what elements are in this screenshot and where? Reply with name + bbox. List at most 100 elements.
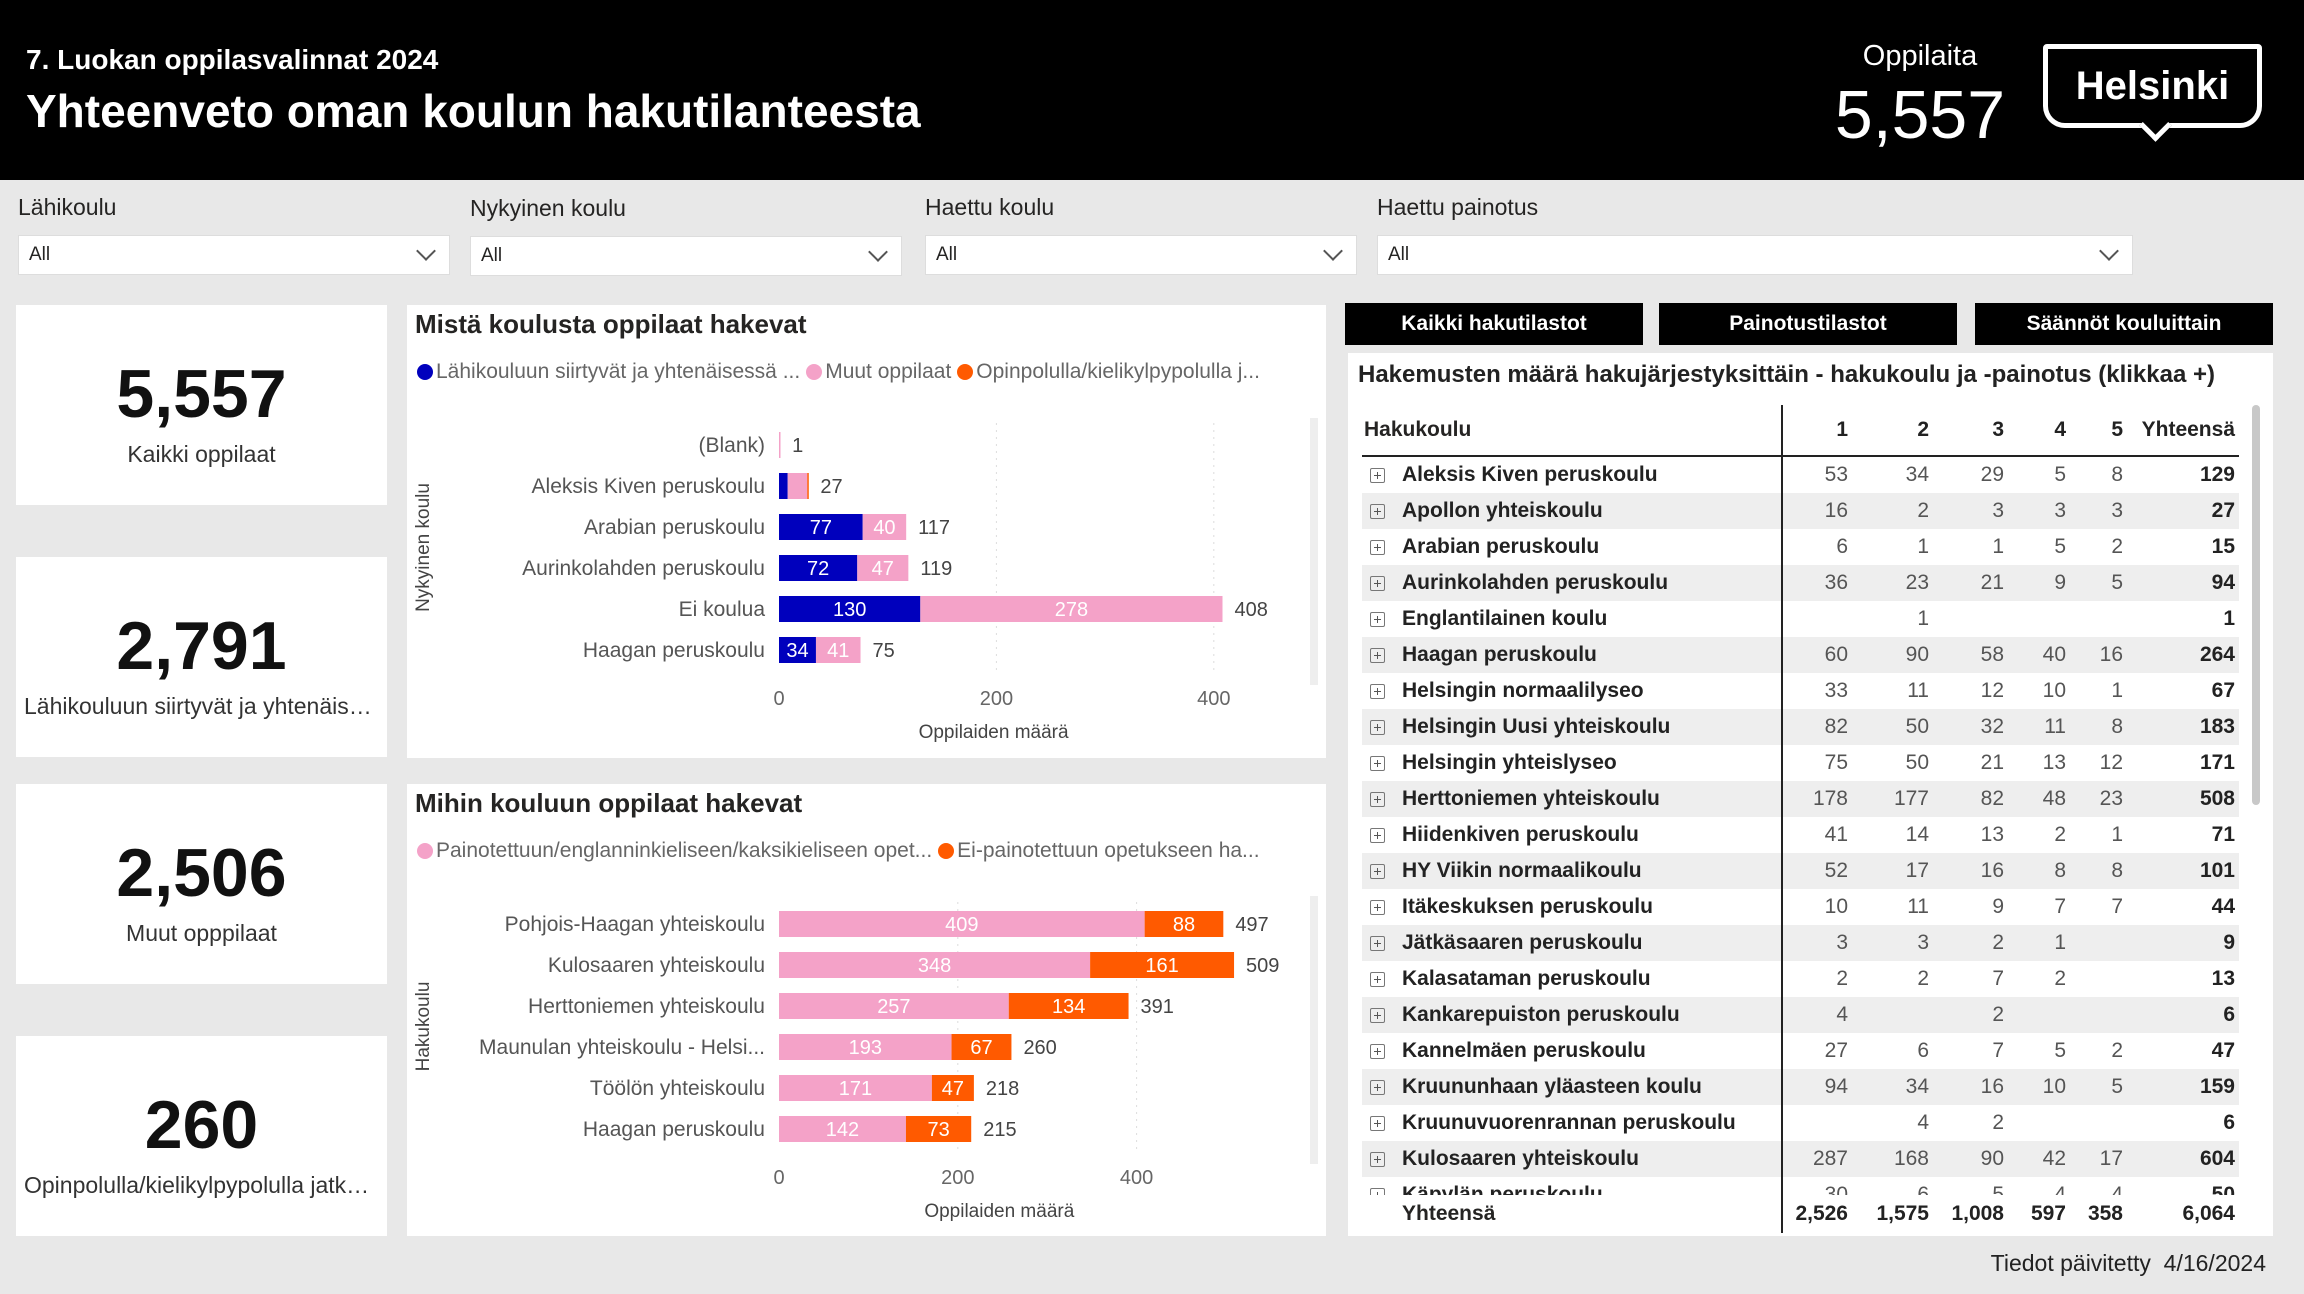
lahikoulu-dropdown[interactable]: All bbox=[18, 235, 450, 275]
table-scrollbar[interactable] bbox=[2252, 405, 2260, 805]
table-cell: 2 bbox=[1917, 499, 1929, 522]
bar-total-label: 260 bbox=[1023, 1037, 1056, 1059]
expand-row-cell[interactable] bbox=[1362, 1115, 1402, 1131]
bar-segment bbox=[779, 514, 863, 540]
expand-plus-icon[interactable] bbox=[1370, 719, 1385, 735]
legend-item[interactable]: Lähikouluun siirtyvät ja yhtenäisessä ..… bbox=[417, 360, 800, 384]
bar-total-label: 117 bbox=[918, 517, 950, 539]
saannot-kouluittain-button[interactable]: Säännöt kouluittain bbox=[1975, 303, 2273, 345]
bar-segment bbox=[920, 596, 1223, 622]
expand-plus-icon[interactable] bbox=[1370, 827, 1385, 843]
expand-plus-icon[interactable] bbox=[1370, 899, 1385, 915]
total-cell: 2,526 bbox=[1795, 1202, 1848, 1225]
expand-row-cell[interactable] bbox=[1362, 467, 1402, 483]
expand-row-cell[interactable] bbox=[1362, 899, 1402, 915]
expand-plus-icon[interactable] bbox=[1370, 1007, 1385, 1023]
column-header-total[interactable]: Yhteensä bbox=[2141, 418, 2235, 441]
legend-item[interactable]: Ei-painotettuun opetukseen ha... bbox=[938, 839, 1260, 863]
column-header-5[interactable]: 5 bbox=[2111, 418, 2123, 441]
expand-row-cell[interactable] bbox=[1362, 683, 1402, 699]
expand-plus-icon[interactable] bbox=[1370, 791, 1385, 807]
table-cell: 15 bbox=[2211, 535, 2235, 558]
expand-row-cell[interactable] bbox=[1362, 935, 1402, 951]
expand-row-cell[interactable] bbox=[1362, 863, 1402, 879]
nykyinen-koulu-dropdown[interactable]: All bbox=[470, 236, 902, 276]
total-cell: 1,575 bbox=[1876, 1202, 1929, 1225]
table-cell: 2 bbox=[2054, 967, 2066, 990]
chevron-down-icon bbox=[416, 241, 436, 261]
chart-mihin-kouluun: Mihin kouluun oppilaat hakevat Painotett… bbox=[407, 784, 1326, 1236]
haettu-koulu-dropdown[interactable]: All bbox=[925, 235, 1357, 275]
expand-row-cell[interactable] bbox=[1362, 611, 1402, 627]
expand-plus-icon[interactable] bbox=[1370, 971, 1385, 987]
haettu-painotus-dropdown[interactable]: All bbox=[1377, 235, 2133, 275]
bar-segment bbox=[1090, 952, 1235, 978]
expand-plus-icon[interactable] bbox=[1370, 647, 1385, 663]
school-name: HY Viikin normaalikoulu bbox=[1402, 853, 1783, 889]
bar-data-label: 257 bbox=[877, 996, 910, 1018]
expand-row-cell[interactable] bbox=[1362, 791, 1402, 807]
column-header-2[interactable]: 2 bbox=[1917, 418, 1929, 441]
legend-item[interactable]: Opinpolulla/kielikylpypolulla j... bbox=[957, 360, 1260, 384]
expand-row-cell[interactable] bbox=[1362, 539, 1402, 555]
expand-plus-icon[interactable] bbox=[1370, 1079, 1385, 1095]
x-axis-title: Oppilaiden määrä bbox=[919, 722, 1069, 743]
table-row: Helsingin normaalilyseo 33 11 12 10 1 67 bbox=[1362, 673, 2239, 709]
table-cell: 11 bbox=[1907, 679, 1929, 702]
expand-plus-icon[interactable] bbox=[1370, 1115, 1385, 1131]
expand-plus-icon[interactable] bbox=[1370, 863, 1385, 879]
column-header-4[interactable]: 4 bbox=[2054, 418, 2066, 441]
bar-data-label: 348 bbox=[918, 955, 951, 977]
expand-row-cell[interactable] bbox=[1362, 827, 1402, 843]
legend-dot-icon bbox=[417, 364, 433, 380]
expand-plus-icon[interactable] bbox=[1370, 1187, 1385, 1195]
table-cell: 30 bbox=[1824, 1183, 1848, 1195]
table-cell: 508 bbox=[2199, 787, 2235, 810]
bar-data-label: 142 bbox=[826, 1119, 859, 1141]
legend-item[interactable]: Painotettuun/englanninkieliseen/kaksikie… bbox=[417, 839, 932, 863]
table-cell: 9 bbox=[1992, 895, 2004, 918]
expand-plus-icon[interactable] bbox=[1370, 575, 1385, 591]
expand-plus-icon[interactable] bbox=[1370, 935, 1385, 951]
table-cell: 1 bbox=[1992, 535, 2004, 558]
table-cell: 2 bbox=[1917, 967, 1929, 990]
table-cell: 17 bbox=[1905, 859, 1929, 882]
chart-plot: 0 200 400 Oppilaiden määrä Nykyinen koulu (Bl… bbox=[413, 418, 1318, 743]
column-header-1[interactable]: 1 bbox=[1836, 418, 1848, 441]
column-header-hakukoulu[interactable]: Hakukoulu bbox=[1362, 405, 1783, 455]
painotustilastot-button[interactable]: Painotustilastot bbox=[1659, 303, 1957, 345]
expand-row-cell[interactable] bbox=[1362, 503, 1402, 519]
expand-plus-icon[interactable] bbox=[1370, 503, 1385, 519]
table-row: Aleksis Kiven peruskoulu 53 34 29 5 8 129 bbox=[1362, 457, 2239, 493]
expand-plus-icon[interactable] bbox=[1370, 611, 1385, 627]
bar-total-label: 497 bbox=[1235, 914, 1268, 936]
expand-row-cell[interactable] bbox=[1362, 647, 1402, 663]
table-row: Englantilainen koulu 1 1 bbox=[1362, 601, 2239, 637]
expand-row-cell[interactable] bbox=[1362, 1187, 1402, 1195]
x-tick-label: 200 bbox=[941, 1167, 974, 1189]
table-title: Hakemusten määrä hakujärjestyksittäin - … bbox=[1358, 361, 2215, 388]
expand-plus-icon[interactable] bbox=[1370, 1151, 1385, 1167]
bar-data-label: 77 bbox=[810, 517, 832, 539]
column-header-3[interactable]: 3 bbox=[1992, 418, 2004, 441]
expand-row-cell[interactable] bbox=[1362, 1079, 1402, 1095]
legend-item[interactable]: Muut oppilaat bbox=[806, 360, 951, 384]
bar-total-label: 218 bbox=[986, 1078, 1019, 1100]
kpi-label: Opinpolulla/kielikylpypolulla jatkavat bbox=[24, 1172, 379, 1198]
expand-row-cell[interactable] bbox=[1362, 1007, 1402, 1023]
kaikki-hakutilastot-button[interactable]: Kaikki hakutilastot bbox=[1345, 303, 1643, 345]
expand-plus-icon[interactable] bbox=[1370, 467, 1385, 483]
expand-row-cell[interactable] bbox=[1362, 1151, 1402, 1167]
table-cell: 604 bbox=[2199, 1147, 2235, 1170]
table-cell: 7 bbox=[1992, 967, 2004, 990]
expand-row-cell[interactable] bbox=[1362, 1043, 1402, 1059]
expand-plus-icon[interactable] bbox=[1370, 755, 1385, 771]
expand-row-cell[interactable] bbox=[1362, 971, 1402, 987]
expand-plus-icon[interactable] bbox=[1370, 1043, 1385, 1059]
expand-row-cell[interactable] bbox=[1362, 575, 1402, 591]
expand-plus-icon[interactable] bbox=[1370, 683, 1385, 699]
table-cell: 3 bbox=[1917, 931, 1929, 954]
expand-plus-icon[interactable] bbox=[1370, 539, 1385, 555]
expand-row-cell[interactable] bbox=[1362, 755, 1402, 771]
expand-row-cell[interactable] bbox=[1362, 719, 1402, 735]
